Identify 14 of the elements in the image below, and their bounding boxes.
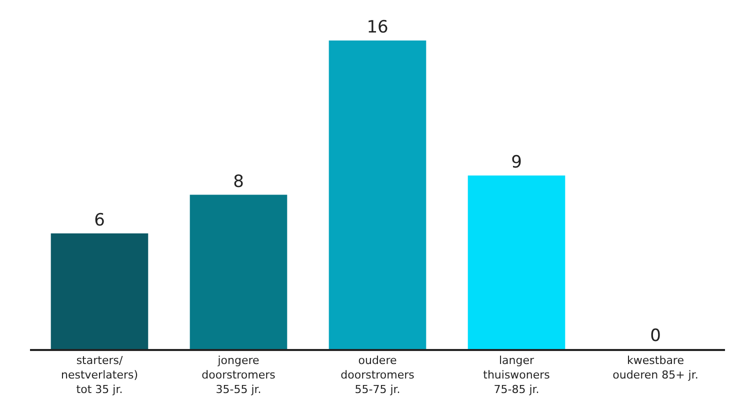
x-tick-label: oudere doorstromers 55-75 jr. <box>340 354 415 396</box>
x-tick-label: langer thuiswoners 75-85 jr. <box>483 354 550 396</box>
bar <box>190 194 288 349</box>
data-label: 9 <box>511 152 522 172</box>
bar <box>328 40 426 349</box>
data-label: 6 <box>94 210 105 230</box>
x-tick-label: jongere doorstromers 35-55 jr. <box>202 354 276 396</box>
data-label: 16 <box>366 18 388 38</box>
data-label: 0 <box>650 326 661 346</box>
x-tick-label: kwestbare ouderen 85+ jr. <box>612 354 698 382</box>
x-tick-label: starters/ nestverlaters) tot 35 jr. <box>60 354 138 396</box>
bar <box>50 233 148 349</box>
data-label: 8 <box>233 172 244 192</box>
bar <box>468 175 566 349</box>
